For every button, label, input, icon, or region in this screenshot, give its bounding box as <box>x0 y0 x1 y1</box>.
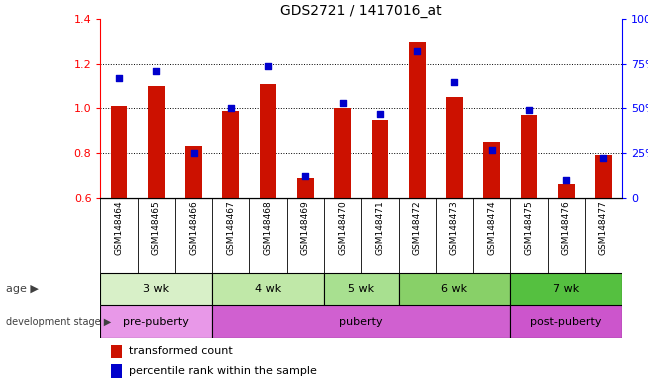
Text: transformed count: transformed count <box>129 346 233 356</box>
Text: GSM148473: GSM148473 <box>450 200 459 255</box>
Text: 7 wk: 7 wk <box>553 284 579 294</box>
Point <box>189 150 199 156</box>
Text: post-puberty: post-puberty <box>531 316 602 327</box>
Text: pre-puberty: pre-puberty <box>123 316 189 327</box>
Text: GSM148476: GSM148476 <box>562 200 571 255</box>
Bar <box>520 115 537 198</box>
Text: GSM148469: GSM148469 <box>301 200 310 255</box>
Bar <box>111 106 128 198</box>
Point <box>487 146 497 152</box>
Bar <box>595 156 612 198</box>
Bar <box>111 344 122 358</box>
Bar <box>409 41 426 198</box>
Bar <box>510 305 622 338</box>
Text: 4 wk: 4 wk <box>255 284 281 294</box>
Text: 3 wk: 3 wk <box>143 284 169 294</box>
Bar <box>100 273 212 305</box>
Point <box>524 107 534 113</box>
Text: 6 wk: 6 wk <box>441 284 467 294</box>
Text: percentile rank within the sample: percentile rank within the sample <box>129 366 317 376</box>
Point <box>263 63 273 69</box>
Text: GSM148474: GSM148474 <box>487 200 496 255</box>
Text: age ▶: age ▶ <box>6 284 40 294</box>
Point <box>226 106 236 112</box>
Bar <box>371 120 388 198</box>
Text: GSM148470: GSM148470 <box>338 200 347 255</box>
Bar <box>483 142 500 198</box>
Bar <box>399 273 510 305</box>
Bar <box>212 273 324 305</box>
Text: GSM148467: GSM148467 <box>226 200 235 255</box>
Bar <box>212 305 510 338</box>
Title: GDS2721 / 1417016_at: GDS2721 / 1417016_at <box>281 4 442 18</box>
Text: GSM148471: GSM148471 <box>375 200 384 255</box>
Point <box>338 100 348 106</box>
Point <box>375 111 385 117</box>
Bar <box>185 146 202 198</box>
Text: GSM148465: GSM148465 <box>152 200 161 255</box>
Bar <box>260 84 277 198</box>
Point <box>561 177 572 183</box>
Bar <box>297 178 314 198</box>
Bar <box>148 86 165 198</box>
Point <box>412 48 422 55</box>
Bar <box>324 273 399 305</box>
Point <box>300 173 310 179</box>
Text: GSM148466: GSM148466 <box>189 200 198 255</box>
Bar <box>111 364 122 378</box>
Bar <box>510 273 622 305</box>
Bar <box>100 305 212 338</box>
Point <box>151 68 161 74</box>
Point <box>449 79 459 85</box>
Text: GSM148472: GSM148472 <box>413 200 422 255</box>
Point <box>598 156 608 162</box>
Text: development stage ▶: development stage ▶ <box>6 316 111 327</box>
Bar <box>446 97 463 198</box>
Point <box>114 75 124 81</box>
Text: GSM148468: GSM148468 <box>264 200 273 255</box>
Bar <box>558 184 575 198</box>
Bar <box>334 109 351 198</box>
Text: 5 wk: 5 wk <box>348 284 375 294</box>
Text: GSM148475: GSM148475 <box>524 200 533 255</box>
Text: puberty: puberty <box>340 316 383 327</box>
Bar <box>222 111 239 198</box>
Text: GSM148477: GSM148477 <box>599 200 608 255</box>
Text: GSM148464: GSM148464 <box>115 200 124 255</box>
